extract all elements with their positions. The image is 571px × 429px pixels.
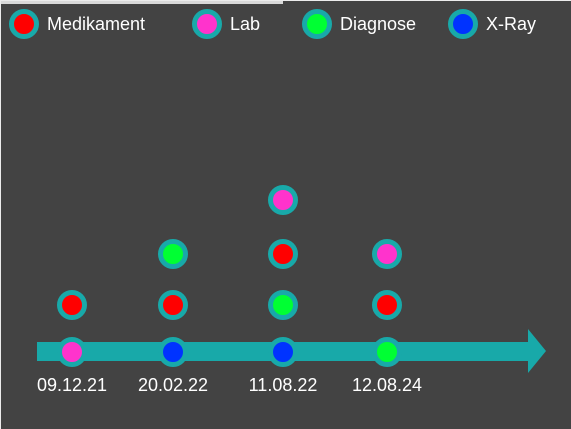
event-marker-diagnose[interactable] [268,290,298,320]
event-marker-lab[interactable] [372,239,402,269]
timeline-date-label: 11.08.22 [248,375,318,395]
legend-xray-dot-icon [448,9,478,39]
event-marker-x-ray[interactable] [268,337,298,367]
legend-lab: Lab [192,9,260,39]
legend-xray: X-Ray [448,9,536,39]
legend-xray-label: X-Ray [486,13,537,34]
event-marker-medikament[interactable] [57,290,87,320]
legend-lab-label: Lab [230,13,261,34]
legend-medikament-label: Medikament [47,13,146,34]
event-marker-lab[interactable] [268,185,298,215]
legend-lab-dot-icon [192,9,222,39]
timeline-date-label: 09.12.21 [36,375,108,395]
event-marker-lab[interactable] [57,337,87,367]
event-marker-medikament[interactable] [372,290,402,320]
event-marker-medikament[interactable] [158,290,188,320]
legend-diagnose-label: Diagnose [340,13,417,34]
legend-medikament-dot-icon [9,9,39,39]
timeline-date-label: 12.08.24 [351,375,423,395]
event-marker-diagnose[interactable] [372,337,402,367]
event-marker-medikament[interactable] [268,239,298,269]
legend-diagnose-dot-icon [302,9,332,39]
event-marker-diagnose[interactable] [158,239,188,269]
legend-diagnose: Diagnose [302,9,416,39]
timeline-date-label: 20.02.22 [137,375,209,395]
event-marker-x-ray[interactable] [158,337,188,367]
top-strip [1,1,283,4]
legend-medikament: Medikament [9,9,145,39]
